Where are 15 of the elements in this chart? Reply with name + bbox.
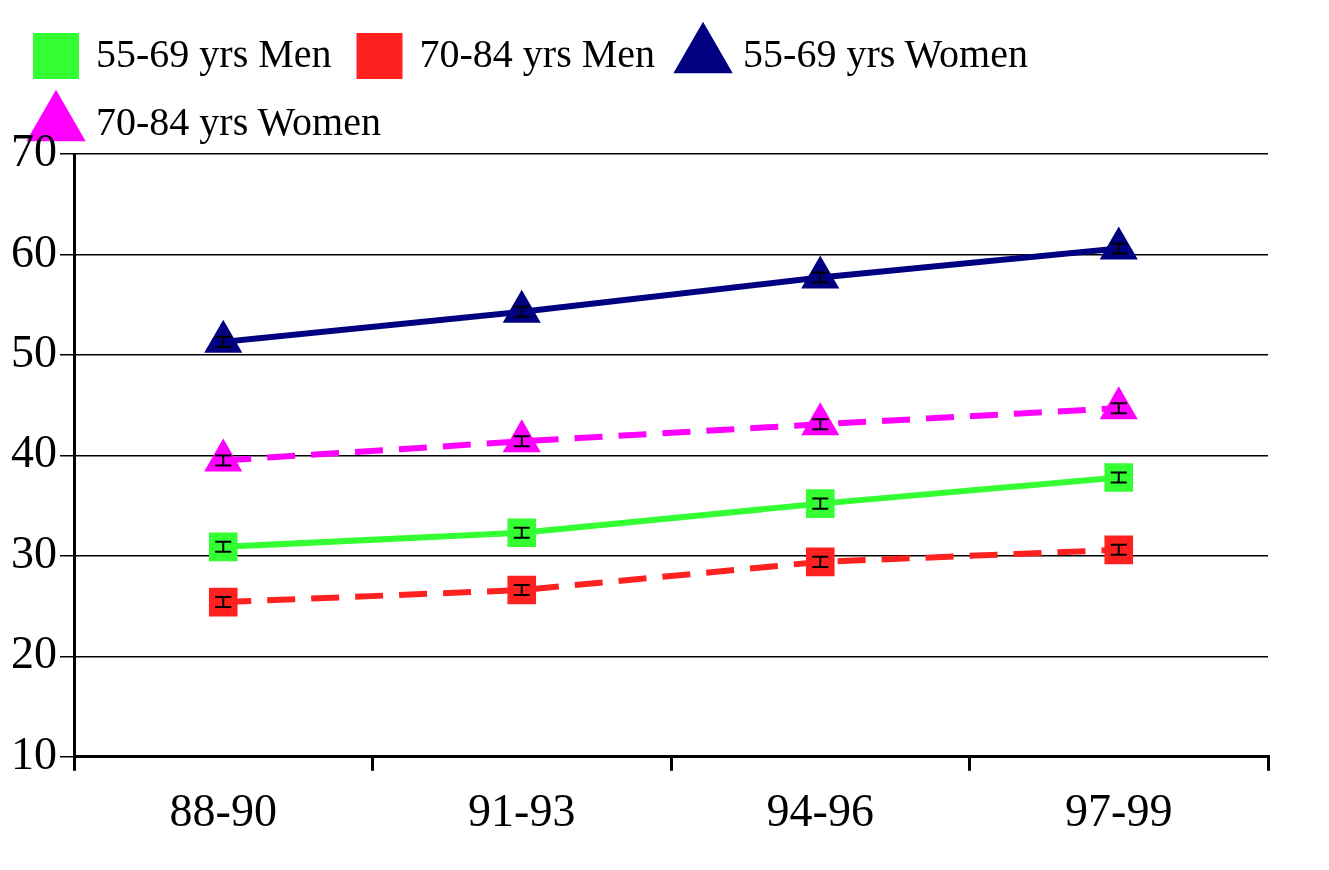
legend-label: 55-69 yrs Men [96,30,332,76]
y-tick-label: 10 [11,727,57,779]
y-tick-label: 50 [11,326,57,378]
y-tick-label: 40 [11,426,57,478]
legend-label: 55-69 yrs Women [743,30,1028,76]
x-tick-label: 94-96 [766,785,874,837]
x-tick-label: 88-90 [169,785,277,837]
y-tick-label: 70 [11,125,57,177]
y-tick-label: 20 [11,627,57,679]
legend-label: 70-84 yrs Women [96,98,381,144]
y-tick-label: 30 [11,526,57,578]
legend-label: 70-84 yrs Men [419,30,656,76]
y-tick-label: 60 [11,225,57,277]
x-tick-label: 97-99 [1065,785,1173,837]
x-tick-label: 91-93 [468,785,576,837]
